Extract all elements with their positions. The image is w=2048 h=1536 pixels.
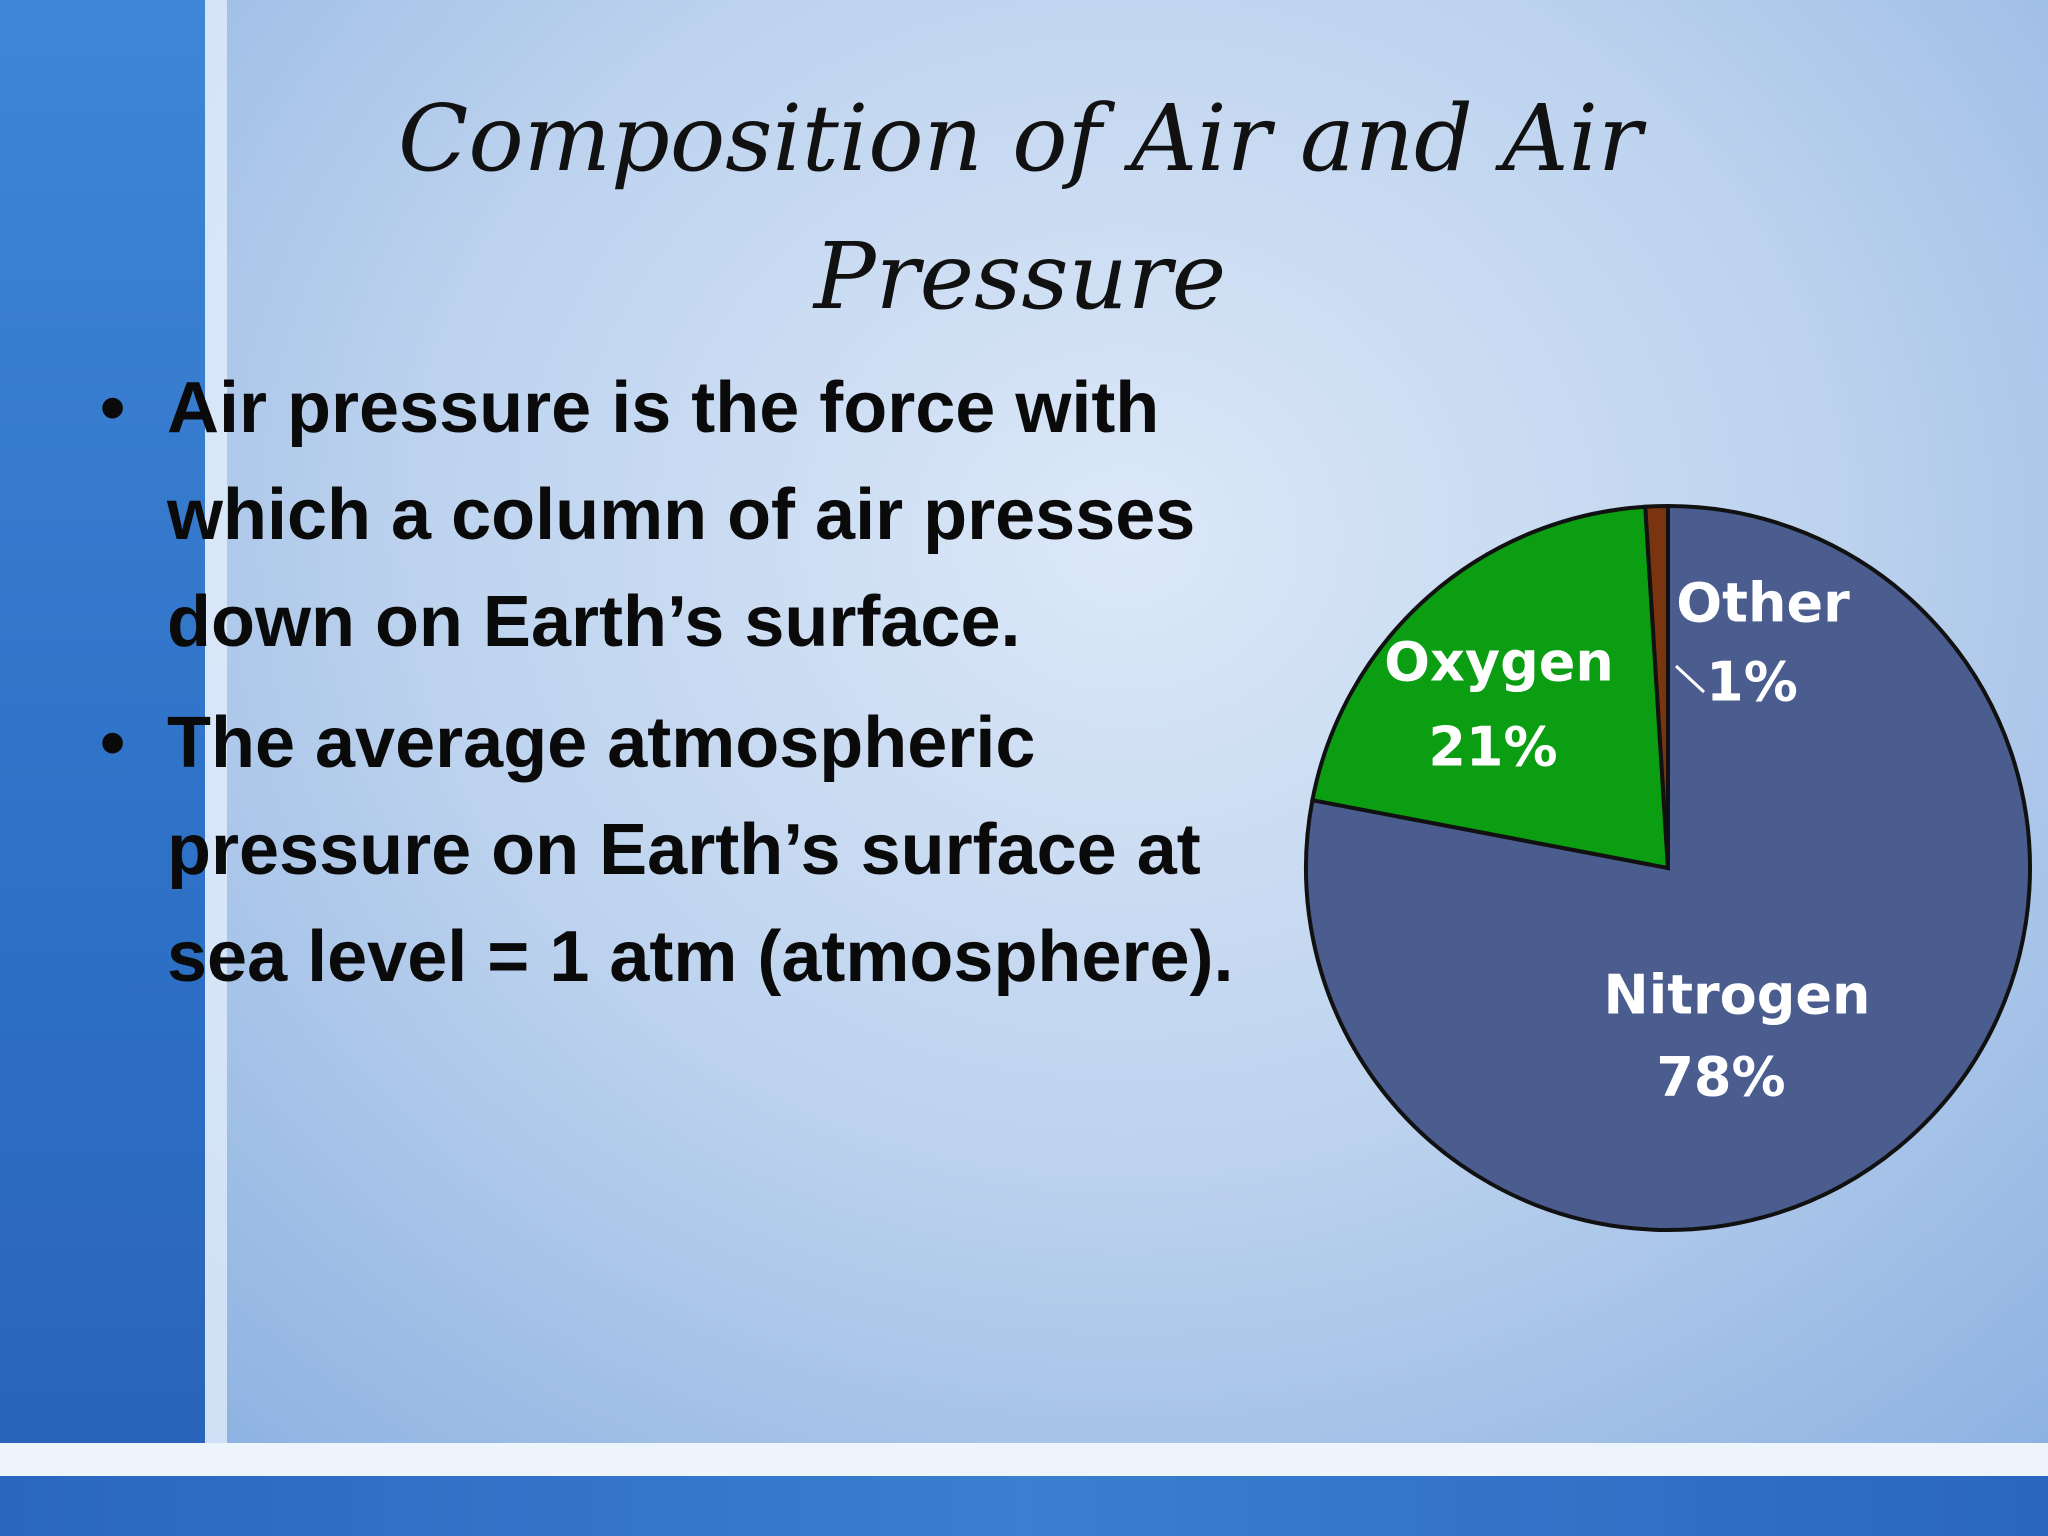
bottom-band <box>0 1443 2048 1476</box>
slice-label: Nitrogen <box>1604 964 1871 1027</box>
slice-value-label: 1% <box>1706 651 1798 714</box>
bottom-band <box>0 1476 2048 1536</box>
leader-line <box>1674 664 1706 694</box>
pie-slice <box>1643 503 1670 869</box>
slice-value-label: 21% <box>1428 716 1557 779</box>
bullet-list: Air pressure is the force with which a c… <box>100 355 1330 1025</box>
bullet: Air pressure is the force with which a c… <box>100 355 1330 676</box>
pie-slice <box>1310 504 1671 871</box>
slice-label: Oxygen <box>1384 631 1614 694</box>
bullet: The average atmospheric pressure on Eart… <box>100 690 1330 1011</box>
slice-label: Other <box>1676 572 1850 635</box>
slide-title: Composition of Air and Air Pressure <box>397 85 1643 330</box>
slice-value-label: 78% <box>1656 1046 1785 1109</box>
